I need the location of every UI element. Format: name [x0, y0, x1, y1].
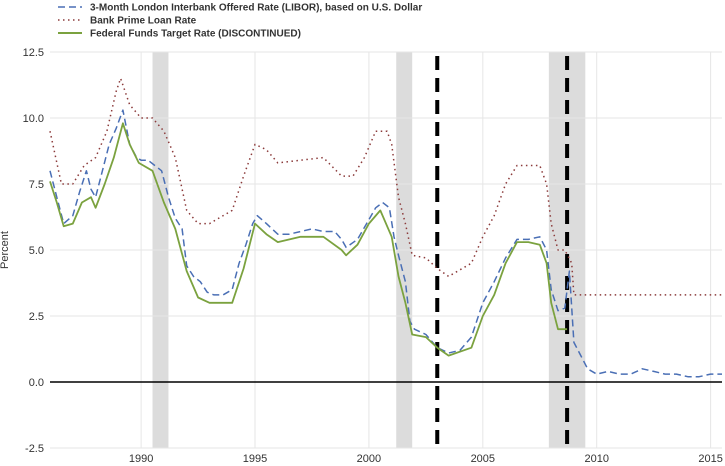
x-tick-label: 2005	[471, 453, 495, 465]
y-axis-title: Percent	[0, 231, 11, 269]
series-lines	[49, 77, 722, 378]
y-tick-labels: -2.5 0.0 2.5 5.0 7.5 10.0 12.5	[23, 47, 44, 455]
legend-entry-0: 3-Month London Interbank Offered Rate (L…	[90, 3, 422, 14]
y-tick-label: -2.5	[25, 443, 44, 455]
series-line-0	[49, 109, 722, 378]
grid-lines	[50, 51, 722, 449]
legend-entry-2: Federal Funds Target Rate (DISCONTINUED)	[90, 29, 301, 40]
vertical-markers	[435, 56, 570, 448]
x-tick-labels: 1990 1995 2000 2005 2010 2015	[129, 453, 723, 465]
x-tick-label: 2015	[698, 453, 722, 465]
x-tick-label: 2000	[357, 453, 381, 465]
y-tick-label: 0.0	[29, 377, 44, 389]
series-line-2	[49, 122, 568, 357]
x-tick-label: 1995	[243, 453, 267, 465]
y-tick-label: 5.0	[29, 245, 44, 257]
x-tick-label: 2010	[584, 453, 608, 465]
legend-entry-1: Bank Prime Loan Rate	[90, 16, 197, 27]
legend: 3-Month London Interbank Offered Rate (L…	[58, 3, 422, 40]
series-line-1	[49, 77, 722, 296]
y-tick-label: 7.5	[29, 179, 44, 191]
y-tick-label: 10.0	[23, 113, 44, 125]
x-tick-label: 1990	[129, 453, 153, 465]
y-tick-label: 2.5	[29, 311, 44, 323]
y-tick-label: 12.5	[23, 47, 44, 59]
